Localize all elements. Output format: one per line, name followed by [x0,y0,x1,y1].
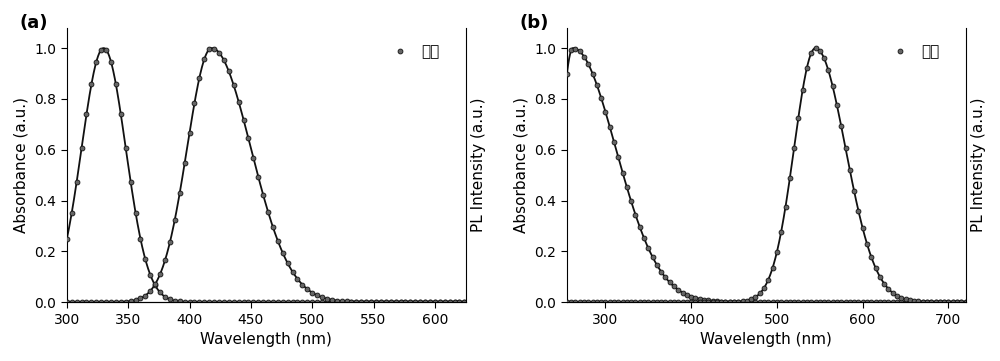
Y-axis label: Absorbance (a.u.): Absorbance (a.u.) [14,97,29,233]
溶液 [169,217,181,222]
Text: (b): (b) [519,14,548,32]
Legend: 溶液: 溶液 [380,38,446,65]
溶液 [629,300,641,304]
溶液 [385,300,397,304]
X-axis label: Wavelength (nm): Wavelength (nm) [700,332,832,347]
溶液 [801,65,813,70]
溶液 [865,255,877,259]
溶液 [810,46,822,50]
Y-axis label: Absorbance (a.u.): Absorbance (a.u.) [514,97,529,233]
溶液 [208,47,220,51]
溶液 [174,191,186,195]
溶液 [664,300,676,304]
Y-axis label: PL Intensity (a.u.): PL Intensity (a.u.) [471,98,486,232]
溶液 [458,300,470,304]
溶液 [154,272,166,276]
溶液 [252,174,264,179]
溶液 [375,300,387,304]
溶液 [61,300,73,304]
X-axis label: Wavelength (nm): Wavelength (nm) [200,332,332,347]
Line: 溶液: 溶液 [564,46,968,305]
Line: 溶液: 溶液 [64,46,467,305]
Y-axis label: PL Intensity (a.u.): PL Intensity (a.u.) [971,98,986,232]
Legend: 溶液: 溶液 [880,38,946,65]
Text: (a): (a) [19,14,48,32]
溶液 [561,300,573,304]
溶液 [960,300,972,304]
溶液 [728,300,740,304]
溶液 [715,300,727,304]
